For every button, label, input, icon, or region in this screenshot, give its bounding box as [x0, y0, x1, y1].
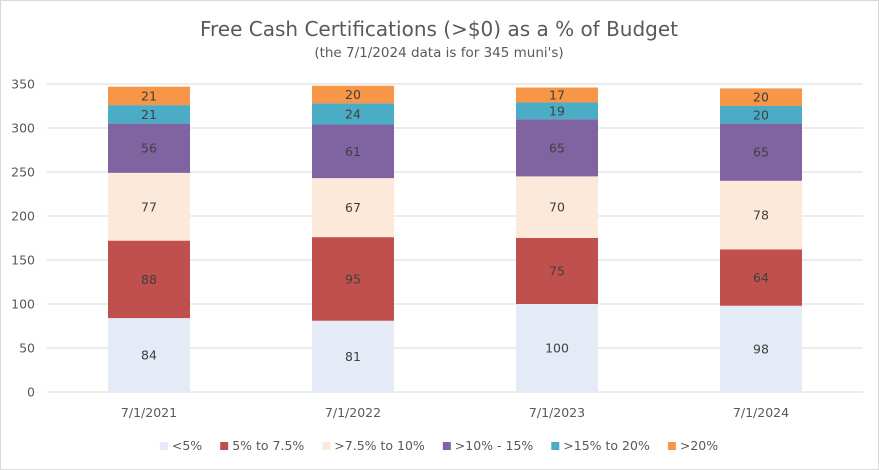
x-tick-label: 7/1/2024: [733, 405, 789, 420]
bar-segment: [108, 123, 190, 173]
legend-item: >15% to 20%: [551, 438, 650, 453]
bar-segment: [516, 87, 598, 103]
data-label: 19: [549, 103, 565, 118]
legend-item: 5% to 7.5%: [220, 438, 304, 453]
bar-segment: [108, 240, 190, 319]
data-label: 20: [753, 107, 769, 122]
y-tick-label: 350: [11, 77, 35, 92]
data-label: 95: [345, 271, 361, 286]
bar-segment: [312, 320, 394, 392]
bar-segment: [516, 102, 598, 120]
bar-segment: [312, 237, 394, 321]
legend-label: <5%: [172, 438, 202, 453]
data-label: 61: [345, 144, 361, 159]
data-label: 20: [753, 90, 769, 105]
y-tick-label: 300: [11, 121, 35, 136]
y-tick-label: 150: [11, 253, 35, 268]
data-label: 77: [141, 199, 157, 214]
data-label: 56: [141, 141, 157, 156]
bar-segment: [108, 318, 190, 392]
x-tick-label: 7/1/2023: [529, 405, 585, 420]
legend-swatch: [442, 442, 451, 450]
data-label: 75: [549, 264, 565, 279]
y-tick-label: 200: [11, 209, 35, 224]
data-label: 65: [549, 140, 565, 155]
data-label: 20: [345, 87, 361, 102]
bar-segment: [312, 85, 394, 104]
bar-segment: [516, 304, 598, 392]
x-tick-label: 7/1/2022: [325, 405, 381, 420]
legend-swatch: [220, 442, 229, 450]
bar-segment: [108, 86, 190, 106]
bar-segment: [720, 249, 802, 306]
bar-segment: [720, 123, 802, 181]
x-axis-ticks: 7/1/2021 7/1/2022 7/1/2023 7/1/2024: [121, 405, 789, 420]
legend: <5% 5% to 7.5% >7.5% to 10% >10% - 15% >15% …: [159, 438, 718, 453]
data-label: 98: [753, 341, 769, 356]
data-label: 70: [549, 200, 565, 215]
legend-label: >10% - 15%: [455, 438, 534, 453]
y-axis-ticks: 0 50 100 150 200 250 300 350: [11, 77, 35, 400]
data-label: 100: [545, 341, 569, 356]
data-label: 17: [549, 88, 565, 103]
legend-item: >10% - 15%: [442, 438, 534, 453]
bar-segment: [516, 119, 598, 177]
y-tick-label: 50: [19, 341, 35, 356]
bar-segment: [516, 238, 598, 304]
legend-swatch: [667, 442, 676, 450]
bar-segment: [108, 172, 190, 241]
data-label: 65: [753, 145, 769, 160]
bar-segment: [312, 178, 394, 238]
data-label: 78: [753, 208, 769, 223]
y-tick-label: 100: [11, 297, 35, 312]
data-label: 81: [345, 349, 361, 364]
data-label: 84: [141, 348, 157, 363]
data-label: 24: [345, 106, 361, 121]
legend-label: >20%: [680, 438, 718, 453]
legend-item: <5%: [159, 438, 202, 453]
data-label: 21: [141, 107, 157, 122]
legend-item: >7.5% to 10%: [322, 438, 425, 453]
bar-segment: [312, 103, 394, 125]
y-tick-label: 250: [11, 165, 35, 180]
bar-segment: [516, 176, 598, 238]
bar-segment: [720, 305, 802, 392]
legend-label: 5% to 7.5%: [232, 438, 304, 453]
chart-title: Free Cash Certifications (>$0) as a % of…: [200, 17, 678, 41]
data-label: 88: [141, 272, 157, 287]
legend-swatch: [551, 442, 560, 450]
data-label: 67: [345, 200, 361, 215]
data-label: 21: [141, 88, 157, 103]
y-tick-label: 0: [27, 385, 35, 400]
legend-label: >7.5% to 10%: [334, 438, 425, 453]
legend-item: >20%: [667, 438, 718, 453]
legend-swatch: [159, 442, 168, 450]
bar-segment: [720, 88, 802, 106]
bar-segment: [108, 105, 190, 124]
bar-segment: [720, 180, 802, 250]
legend-label: >15% to 20%: [563, 438, 650, 453]
data-label: 64: [753, 270, 769, 285]
legend-swatch: [322, 442, 331, 450]
bar-segment: [312, 124, 394, 179]
x-tick-label: 7/1/2021: [121, 405, 177, 420]
chart-subtitle: (the 7/1/2024 data is for 345 muni's): [314, 45, 563, 61]
bar-segment: [720, 106, 802, 124]
